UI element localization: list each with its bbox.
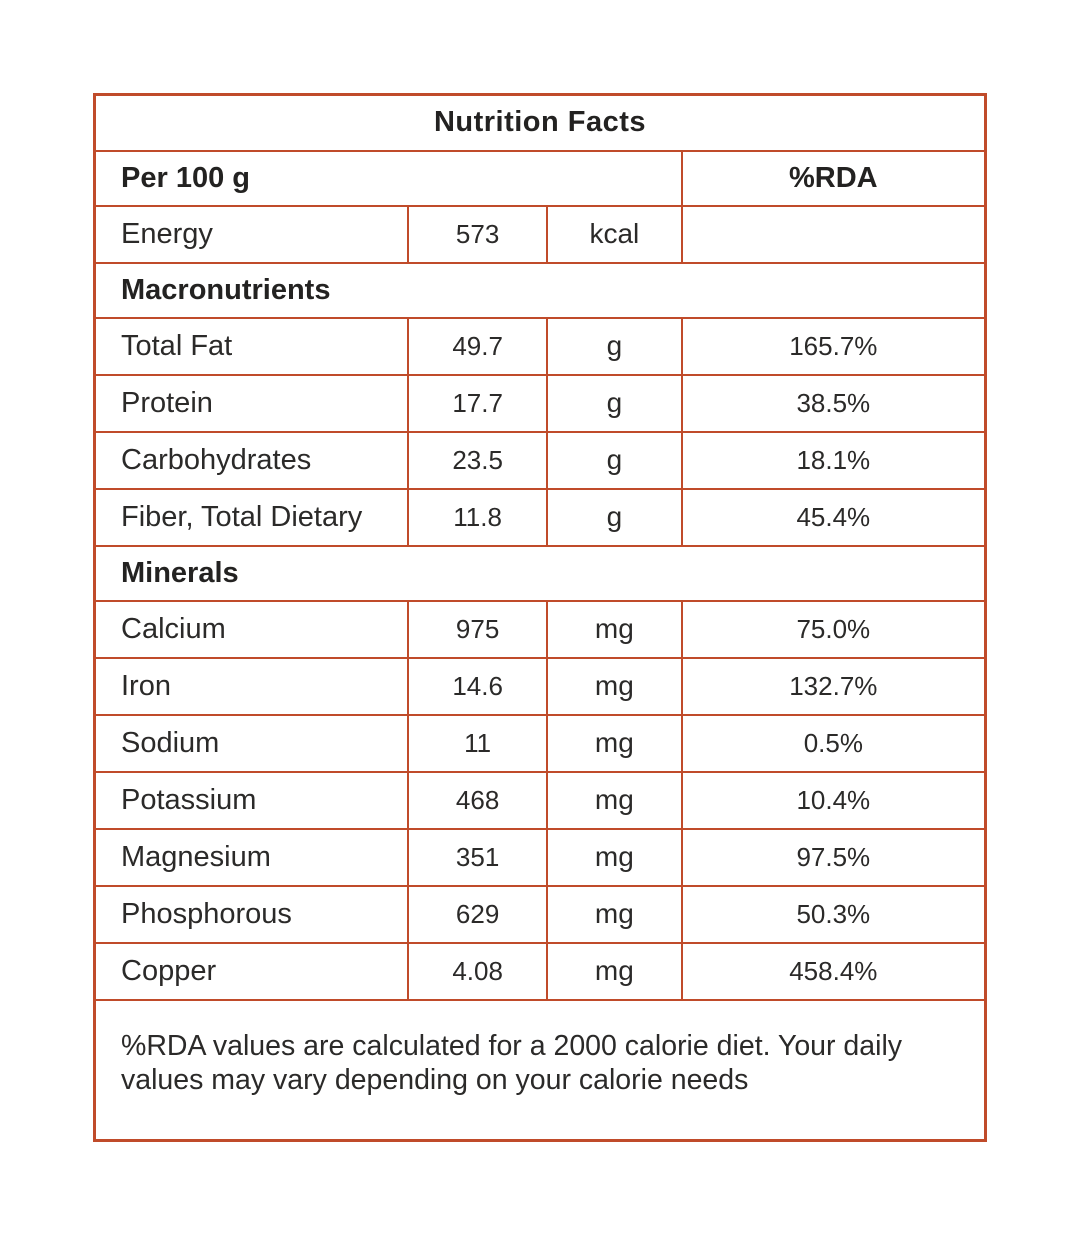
nutrient-unit: mg — [546, 714, 683, 773]
nutrient-unit: mg — [546, 657, 683, 716]
per-100g-label: Per 100 g — [93, 150, 683, 207]
nutrient-rda: 75.0% — [680, 600, 987, 659]
table-row: Protein 17.7 g 38.5% — [93, 374, 987, 433]
table-row: Total Fat 49.7 g 165.7% — [93, 317, 987, 376]
nutrient-value: 629 — [407, 885, 549, 944]
nutrient-label: Sodium — [93, 714, 410, 773]
nutrient-unit: g — [546, 317, 683, 376]
nutrient-rda: 38.5% — [680, 374, 987, 433]
nutrient-unit: g — [546, 374, 683, 433]
table-row: Magnesium 351 mg 97.5% — [93, 828, 987, 887]
nutrient-label: Copper — [93, 942, 410, 1001]
nutrient-rda — [680, 205, 987, 264]
nutrient-label: Carbohydrates — [93, 431, 410, 490]
nutrient-value: 17.7 — [407, 374, 549, 433]
nutrient-unit: g — [546, 488, 683, 547]
nutrient-value: 4.08 — [407, 942, 549, 1001]
nutrient-rda: 165.7% — [680, 317, 987, 376]
table-row: Calcium 975 mg 75.0% — [93, 600, 987, 659]
per-100g-row: Per 100 g %RDA — [93, 150, 987, 207]
nutrient-rda: 0.5% — [680, 714, 987, 773]
nutrient-value: 573 — [407, 205, 549, 264]
nutrient-rda: 45.4% — [680, 488, 987, 547]
nutrient-value: 23.5 — [407, 431, 549, 490]
table-row: Carbohydrates 23.5 g 18.1% — [93, 431, 987, 490]
nutrient-unit: mg — [546, 828, 683, 887]
table-row: Iron 14.6 mg 132.7% — [93, 657, 987, 716]
footnote-row: %RDA values are calculated for a 2000 ca… — [93, 999, 987, 1142]
table-row: Sodium 11 mg 0.5% — [93, 714, 987, 773]
rda-column-header: %RDA — [680, 150, 987, 207]
nutrient-label: Calcium — [93, 600, 410, 659]
nutrient-rda: 458.4% — [680, 942, 987, 1001]
nutrient-value: 49.7 — [407, 317, 549, 376]
section-header-macronutrients: Macronutrients — [93, 262, 987, 319]
table-title: Nutrition Facts — [93, 93, 987, 152]
nutrient-rda: 18.1% — [680, 431, 987, 490]
nutrient-label: Phosphorous — [93, 885, 410, 944]
nutrient-label: Magnesium — [93, 828, 410, 887]
section-title: Minerals — [93, 545, 987, 602]
nutrient-unit: mg — [546, 942, 683, 1001]
nutrient-unit: mg — [546, 885, 683, 944]
nutrient-label: Protein — [93, 374, 410, 433]
table-row: Fiber, Total Dietary 11.8 g 45.4% — [93, 488, 987, 547]
nutrient-label: Total Fat — [93, 317, 410, 376]
section-header-minerals: Minerals — [93, 545, 987, 602]
section-title: Macronutrients — [93, 262, 987, 319]
nutrient-rda: 10.4% — [680, 771, 987, 830]
nutrient-unit: mg — [546, 600, 683, 659]
nutrient-label: Iron — [93, 657, 410, 716]
nutrient-value: 351 — [407, 828, 549, 887]
nutrient-value: 975 — [407, 600, 549, 659]
nutrient-label: Fiber, Total Dietary — [93, 488, 410, 547]
nutrient-rda: 132.7% — [680, 657, 987, 716]
nutrient-label: Energy — [93, 205, 410, 264]
nutrient-unit: kcal — [546, 205, 683, 264]
table-row: Phosphorous 629 mg 50.3% — [93, 885, 987, 944]
nutrient-unit: mg — [546, 771, 683, 830]
nutrient-label: Potassium — [93, 771, 410, 830]
table-row: Potassium 468 mg 10.4% — [93, 771, 987, 830]
nutrient-value: 11 — [407, 714, 549, 773]
table-row: Copper 4.08 mg 458.4% — [93, 942, 987, 1001]
nutrient-value: 14.6 — [407, 657, 549, 716]
nutrient-value: 468 — [407, 771, 549, 830]
rda-footnote: %RDA values are calculated for a 2000 ca… — [93, 999, 987, 1142]
nutrient-rda: 50.3% — [680, 885, 987, 944]
nutrient-value: 11.8 — [407, 488, 549, 547]
nutrient-rda: 97.5% — [680, 828, 987, 887]
nutrient-unit: g — [546, 431, 683, 490]
title-row: Nutrition Facts — [93, 93, 987, 152]
table-row-energy: Energy 573 kcal — [93, 205, 987, 264]
nutrition-facts-table: Nutrition Facts Per 100 g %RDA Energy 57… — [93, 93, 987, 1143]
